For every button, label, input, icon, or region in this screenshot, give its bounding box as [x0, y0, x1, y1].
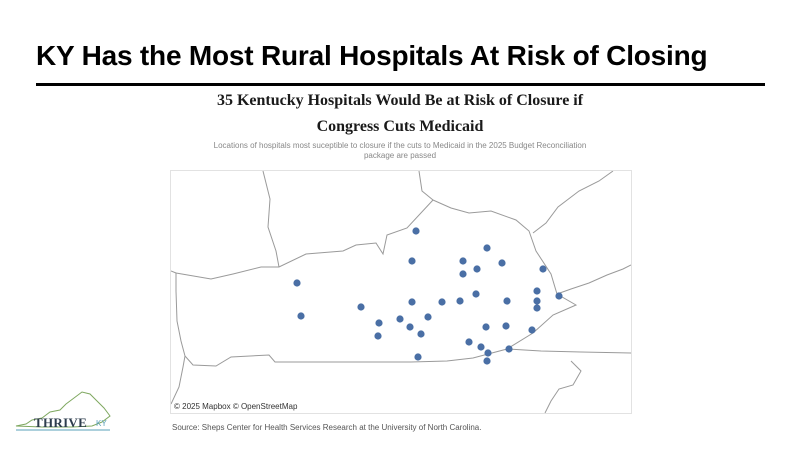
hospital-marker[interactable]: [482, 323, 490, 331]
kentucky-border: [175, 199, 578, 367]
hospital-marker[interactable]: [472, 290, 480, 298]
westvirginia-virginia-border: [556, 264, 631, 295]
hospital-marker[interactable]: [414, 353, 422, 361]
indiana-ohio-border: [418, 171, 434, 201]
hospital-marker[interactable]: [417, 330, 425, 338]
hospital-marker[interactable]: [424, 313, 432, 321]
hospital-marker[interactable]: [408, 257, 416, 265]
hospital-marker[interactable]: [483, 244, 491, 252]
hospital-marker[interactable]: [483, 357, 491, 365]
map-subtitle: Locations of hospitals most suceptible t…: [180, 141, 620, 161]
hospital-marker[interactable]: [533, 304, 541, 312]
map-subtitle-line1: Locations of hospitals most suceptible t…: [213, 141, 587, 150]
hospital-marker[interactable]: [357, 303, 365, 311]
ohio-river-east: [532, 171, 614, 234]
hospital-marker[interactable]: [438, 298, 446, 306]
hospital-marker[interactable]: [297, 312, 305, 320]
state-borders: [171, 171, 631, 413]
tennessee-virginia-border: [506, 348, 631, 354]
hospital-marker[interactable]: [375, 319, 383, 327]
tennessee-nc-border: [544, 360, 582, 413]
kentucky-hospital-map[interactable]: © 2025 Mapbox © OpenStreetMap: [170, 170, 632, 414]
map-heading-line2: Congress Cuts Medicaid: [316, 118, 484, 135]
hospital-marker[interactable]: [456, 297, 464, 305]
map-attribution: © 2025 Mapbox © OpenStreetMap: [174, 402, 298, 411]
title-underline: [36, 83, 765, 86]
missouri-border: [171, 355, 186, 405]
hospital-marker[interactable]: [406, 323, 414, 331]
kentucky-outline-logo-icon: [15, 391, 111, 431]
hospital-marker[interactable]: [498, 259, 506, 267]
hospital-marker[interactable]: [473, 265, 481, 273]
hospital-marker[interactable]: [465, 338, 473, 346]
hospital-marker[interactable]: [459, 257, 467, 265]
hospital-marker[interactable]: [533, 297, 541, 305]
slide-title: KY Has the Most Rural Hospitals At Risk …: [36, 40, 708, 71]
hospital-marker[interactable]: [412, 227, 420, 235]
hospital-marker[interactable]: [502, 322, 510, 330]
hospital-marker[interactable]: [408, 298, 416, 306]
illinois-missouri-border: [171, 270, 177, 274]
hospital-marker[interactable]: [396, 315, 404, 323]
hospital-marker[interactable]: [505, 345, 513, 353]
hospital-marker[interactable]: [533, 287, 541, 295]
thrive-ky-logo: THRIVE KY: [12, 386, 118, 436]
map-canvas: © 2025 Mapbox © OpenStreetMap: [171, 171, 631, 413]
illinois-indiana-border: [262, 171, 280, 268]
hospital-marker[interactable]: [477, 343, 485, 351]
hospital-marker[interactable]: [503, 297, 511, 305]
hospital-marker[interactable]: [528, 326, 536, 334]
hospital-markers: [293, 227, 563, 365]
hospital-marker[interactable]: [374, 332, 382, 340]
hospital-marker[interactable]: [484, 349, 492, 357]
hospital-marker[interactable]: [539, 265, 547, 273]
hospital-marker[interactable]: [459, 270, 467, 278]
map-heading-line1: 35 Kentucky Hospitals Would Be at Risk o…: [216, 92, 584, 109]
source-note: Source: Sheps Center for Health Services…: [172, 423, 482, 432]
map-subtitle-line2: package are passed: [363, 151, 437, 160]
logo-wordmark: THRIVE: [34, 415, 88, 430]
logo-suffix: KY: [96, 419, 107, 428]
hospital-marker[interactable]: [293, 279, 301, 287]
hospital-marker[interactable]: [555, 292, 563, 300]
